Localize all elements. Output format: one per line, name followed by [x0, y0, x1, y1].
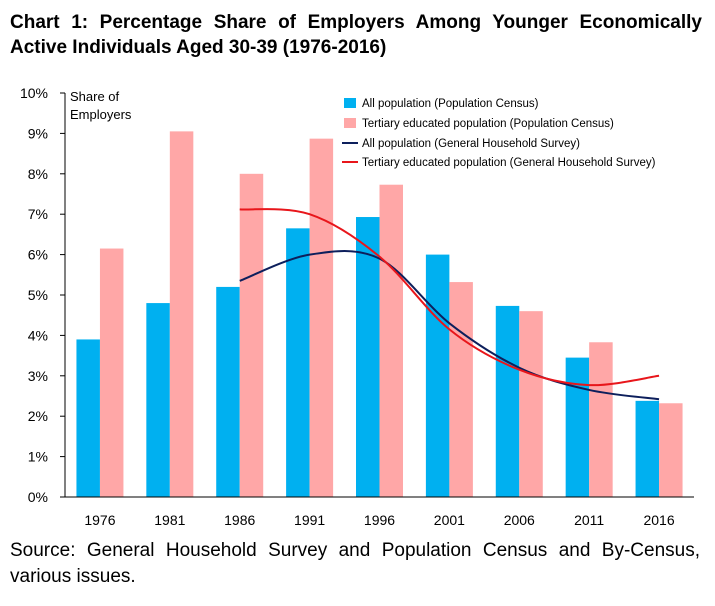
line-all-population-ghs [239, 249, 660, 401]
chart-title-line-2: Active Individuals Aged 30-39 (1976-2016… [10, 37, 387, 58]
y-axis-label-line-1: Share of [70, 89, 120, 104]
line-tertiary-population-ghs [239, 208, 660, 387]
x-tick-label: 1996 [364, 512, 395, 528]
source-line-2: various issues. [10, 566, 136, 587]
x-tick-label: 1991 [294, 512, 325, 528]
y-tick-label: 3% [28, 368, 48, 384]
legend: All population (Population Census) Tertia… [342, 98, 656, 169]
bar-all-population-census [146, 303, 170, 497]
y-axis-label-line-2: Employers [70, 107, 132, 122]
y-tick-label: 1% [28, 449, 48, 465]
legend-label: All population (Population Census) [362, 98, 539, 110]
chart-title-line-1: Chart 1: Percentage Share of Employers A… [10, 12, 702, 33]
bar-tertiary-population-census [309, 138, 334, 498]
bar-all-population-census [286, 228, 310, 497]
bar-all-population-census [425, 254, 450, 497]
y-tick-label: 5% [28, 287, 48, 303]
y-tick-label: 4% [28, 327, 48, 343]
x-tick-label: 2001 [434, 512, 465, 528]
trend-lines [239, 208, 660, 401]
y-tick-label: 6% [28, 247, 48, 263]
source-line-1: Source: General Household Survey and Pop… [10, 540, 700, 561]
y-tick-label: 0% [28, 489, 48, 505]
bar-tertiary-population-census [659, 403, 683, 497]
x-tick-label: 1986 [224, 512, 255, 528]
bar-tertiary-population-census [379, 184, 403, 497]
bar-all-population-census [216, 286, 240, 497]
chart-area: 0% 1% 2% 3% 4% 5% 6% 7% 8% 9% 10% 1976 1981 1986 1991… [0, 80, 715, 540]
bar-all-population-census [356, 217, 380, 497]
bar-tertiary-population-census [169, 131, 194, 497]
x-tick-label: 2006 [504, 512, 535, 528]
y-axis-ticks: 0% 1% 2% 3% 4% 5% 6% 7% 8% 9% 10% [20, 85, 65, 505]
x-tick-label: 1976 [84, 512, 115, 528]
x-tick-label: 2011 [574, 512, 604, 528]
bar-tertiary-population-census [239, 173, 264, 498]
bar-tertiary-population-census [519, 311, 543, 497]
bar-all-population-census [76, 339, 100, 497]
bar-all-population-census [635, 400, 660, 497]
bar-tertiary-population-census [449, 282, 473, 497]
legend-label: All population (General Household Survey… [362, 138, 580, 150]
x-tick-label: 2016 [643, 512, 674, 528]
bar-tertiary-population-census [99, 248, 124, 497]
legend-swatch [344, 118, 356, 128]
axes: 1976 1981 1986 1991 1996 2001 2006 2011 2016 [64, 93, 694, 528]
legend-label: Tertiary educated population (General Ho… [362, 157, 656, 169]
y-tick-label: 9% [28, 125, 48, 141]
y-tick-label: 2% [28, 408, 48, 424]
source-note: Source: General Household Survey and Pop… [10, 538, 700, 590]
legend-swatch [344, 98, 356, 108]
y-tick-label: 10% [20, 85, 48, 101]
bar-line-chart: 0% 1% 2% 3% 4% 5% 6% 7% 8% 9% 10% 1976 1981 1986 1991… [20, 85, 694, 528]
legend-label: Tertiary educated population (Population… [362, 118, 614, 130]
y-tick-label: 8% [28, 166, 48, 182]
bars [76, 131, 683, 498]
bar-tertiary-population-census [589, 342, 613, 497]
bar-all-population-census [495, 305, 520, 497]
chart-title: Chart 1: Percentage Share of Employers A… [10, 10, 702, 60]
x-tick-label: 1981 [154, 512, 185, 528]
y-tick-label: 7% [28, 206, 48, 222]
bar-all-population-census [565, 357, 590, 497]
